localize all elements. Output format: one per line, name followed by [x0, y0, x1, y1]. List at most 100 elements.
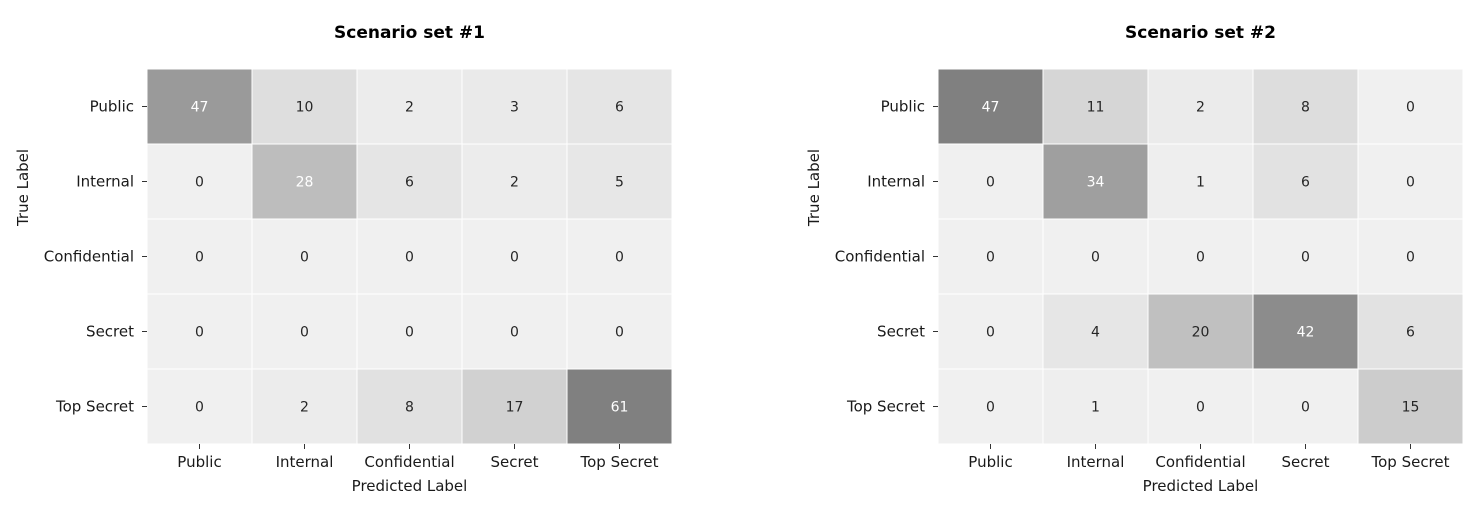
heatmap-cell: [356, 143, 463, 220]
heatmap-cell: [1252, 218, 1359, 295]
cell-value-label: 2: [300, 400, 309, 416]
cell-value-label: 0: [510, 250, 519, 266]
heatmap-cell: [1147, 368, 1254, 445]
cell-value-label: 42: [1297, 325, 1315, 341]
heatmap-cell: [566, 218, 673, 295]
heatmap-cell: [1252, 293, 1359, 370]
heatmap-cell: [146, 68, 253, 145]
heatmap-cell: [356, 68, 463, 145]
x-tick-label: Public: [177, 453, 221, 471]
heatmap-cell: [1147, 218, 1254, 295]
chart-title: Scenario set #2: [1125, 23, 1276, 43]
heatmap-cell: [356, 293, 463, 370]
cell-value-label: 8: [405, 400, 414, 416]
cell-value-label: 2: [1196, 100, 1205, 116]
heatmap-2: Scenario set #2 47 11 2 8 0 0 34 1 6 0 0 0 0 0 0 0 4 20 42 6…: [805, 23, 1464, 495]
heatmap-cell: [1357, 68, 1464, 145]
cell-value-label: 28: [296, 175, 314, 191]
cell-value-label: 4: [1091, 325, 1100, 341]
x-axis-label: Predicted Label: [1143, 477, 1259, 495]
heatmap-cell: [251, 293, 358, 370]
cell-value-label: 0: [1196, 250, 1205, 266]
cell-value-label: 0: [1091, 250, 1100, 266]
cell-value-label: 6: [1406, 325, 1415, 341]
x-tick-label: Secret: [1282, 453, 1330, 471]
heatmap-cell: [251, 368, 358, 445]
x-tick-label: Confidential: [1155, 453, 1245, 471]
cell-value-label: 0: [1301, 400, 1310, 416]
heatmap-cell: [356, 218, 463, 295]
x-tick-label: Confidential: [364, 453, 454, 471]
cell-value-label: 0: [405, 250, 414, 266]
x-tick-label: Internal: [276, 453, 334, 471]
cell-value-label: 0: [405, 325, 414, 341]
y-tick-label: Public: [881, 98, 925, 116]
cell-value-label: 0: [986, 250, 995, 266]
cell-value-label: 0: [195, 400, 204, 416]
heatmap-cell: [566, 143, 673, 220]
heatmap-cell: [1357, 368, 1464, 445]
cell-value-label: 61: [611, 400, 629, 416]
y-tick-label: Top Secret: [846, 398, 925, 416]
cell-value-label: 10: [296, 100, 314, 116]
heatmap-cell: [251, 218, 358, 295]
heatmap-cell: [1042, 218, 1149, 295]
heatmap-cell: [1252, 68, 1359, 145]
cell-value-label: 0: [986, 325, 995, 341]
y-tick-label: Internal: [76, 173, 134, 191]
heatmap-cell: [1252, 368, 1359, 445]
cell-value-label: 6: [1301, 175, 1310, 191]
heatmap-cell: [937, 368, 1044, 445]
y-axis-label: True Label: [805, 149, 823, 227]
cell-value-label: 0: [1406, 250, 1415, 266]
y-axis-label: True Label: [14, 149, 32, 227]
cell-value-label: 0: [300, 325, 309, 341]
y-tick-label: Confidential: [44, 248, 134, 266]
y-tick-label: Confidential: [835, 248, 925, 266]
cell-value-label: 6: [615, 100, 624, 116]
cell-value-label: 0: [195, 325, 204, 341]
cell-value-label: 0: [986, 175, 995, 191]
x-axis-label: Predicted Label: [352, 477, 468, 495]
heatmap-1: Scenario set #147 10 2 3 60 28 6 2 50 0 0 0 00 0 0 0 00 2…: [14, 23, 673, 495]
cell-value-label: 34: [1087, 175, 1105, 191]
cell-value-label: 17: [506, 400, 524, 416]
cell-value-label: 8: [1301, 100, 1310, 116]
heatmap-cell: [566, 368, 673, 445]
cell-value-label: 0: [615, 250, 624, 266]
heatmap-cell: [1042, 293, 1149, 370]
heatmap-cell: [461, 293, 568, 370]
cell-value-label: 0: [1406, 175, 1415, 191]
cell-value-label: 0: [1301, 250, 1310, 266]
cell-value-label: 47: [982, 100, 1000, 116]
cell-value-label: 0: [615, 325, 624, 341]
cell-value-label: 0: [1406, 100, 1415, 116]
cell-value-label: 0: [195, 175, 204, 191]
heatmap-cell: [461, 218, 568, 295]
heatmap-cell: [566, 68, 673, 145]
x-tick-label: Public: [968, 453, 1012, 471]
cell-value-label: 0: [510, 325, 519, 341]
y-tick-label: Internal: [867, 173, 925, 191]
heatmap-cell: [1147, 68, 1254, 145]
cell-value-label: 1: [1091, 400, 1100, 416]
heatmap-cell: [1357, 218, 1464, 295]
heatmap-cell: [146, 143, 253, 220]
cell-value-label: 1: [1196, 175, 1205, 191]
cell-value-label: 6: [405, 175, 414, 191]
y-tick-label: Secret: [877, 323, 925, 341]
x-tick-label: Top Secret: [579, 453, 658, 471]
cell-value-label: 5: [615, 175, 624, 191]
heatmap-cell: [356, 368, 463, 445]
heatmap-cell: [1147, 143, 1254, 220]
y-tick-label: Public: [90, 98, 134, 116]
cell-value-label: 11: [1087, 100, 1105, 116]
cell-value-label: 0: [300, 250, 309, 266]
y-tick-label: Secret: [86, 323, 134, 341]
heatmap-cell: [1042, 68, 1149, 145]
cell-value-label: 2: [405, 100, 414, 116]
heatmap-cell: [937, 218, 1044, 295]
cell-value-label: 20: [1192, 325, 1210, 341]
heatmap-cell: [251, 68, 358, 145]
x-tick-label: Secret: [491, 453, 539, 471]
